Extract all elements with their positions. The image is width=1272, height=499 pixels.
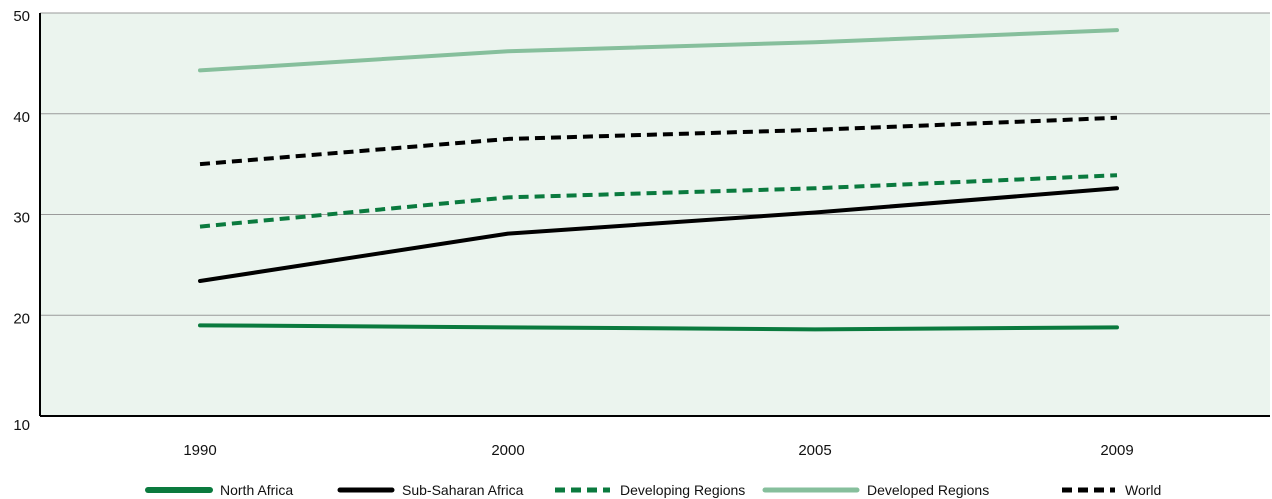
x-tick-label-2009: 2009 [1100,442,1133,459]
legend-label-sub-saharan-africa: Sub-Saharan Africa [402,482,524,498]
legend-item-developing-regions: Developing Regions [555,482,745,498]
x-tick-label-2005: 2005 [798,442,831,459]
legend-item-world: World [1062,482,1161,498]
y-tick-label-20: 20 [13,310,30,327]
series-line-sub-saharan-africa [198,186,1119,283]
axes [39,13,1270,417]
legend-label-developing-regions: Developing Regions [620,482,745,498]
legend: North Africa Sub-Saharan Africa Developing… [145,482,1161,498]
y-tick-labels: 10 20 30 40 50 [13,8,30,434]
x-tick-label-1990: 1990 [183,442,216,459]
gridlines [40,12,1270,316]
y-tick-label-10: 10 [13,417,30,434]
series-line-developed-regions [198,28,1119,73]
y-tick-label-30: 30 [13,210,30,227]
legend-item-developed-regions: Developed Regions [762,482,989,498]
y-tick-label-40: 40 [13,109,30,126]
legend-label-north-africa: North Africa [220,482,293,498]
series-line-north-africa [198,323,1119,332]
legend-item-north-africa: North Africa [145,482,293,498]
legend-item-sub-saharan-africa: Sub-Saharan Africa [337,482,524,498]
y-tick-label-50: 50 [13,8,30,25]
legend-label-developed-regions: Developed Regions [867,482,989,498]
legend-label-world: World [1125,482,1161,498]
x-tick-labels: 1990 2000 2005 2009 [183,442,1133,459]
series-lines [198,28,1119,332]
x-tick-label-2000: 2000 [491,442,524,459]
